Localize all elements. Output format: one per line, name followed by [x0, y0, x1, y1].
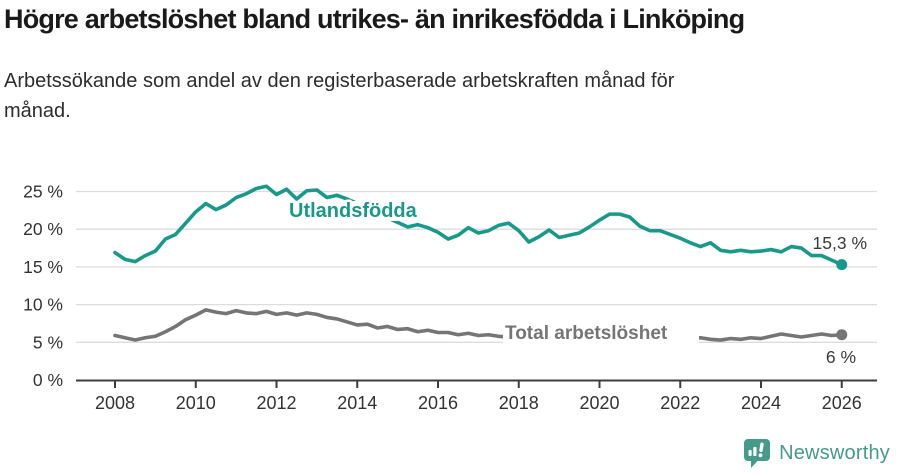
x-tick-label-2008: 2008 — [95, 393, 135, 413]
newsworthy-brand-name: Newsworthy — [779, 442, 890, 464]
x-tick-label-2012: 2012 — [256, 393, 296, 413]
x-tick-label-2022: 2022 — [660, 393, 700, 413]
series-label-halo — [287, 201, 435, 221]
series-label-halo — [503, 324, 699, 344]
y-tick-label-0: 0 % — [33, 370, 63, 390]
series-line-utlandsfodda — [113, 184, 844, 267]
y-tick-label-20: 20 % — [23, 219, 63, 239]
series-name-label-utlandsfodda: Utlandsfödda — [289, 200, 418, 222]
y-tick-label-10: 10 % — [23, 295, 63, 315]
y-tick-label-25: 25 % — [23, 182, 63, 202]
x-tick-label-2018: 2018 — [499, 393, 539, 413]
series-name-label-total: Total arbetslöshet — [505, 323, 668, 344]
y-tick-label-15: 15 % — [23, 257, 63, 277]
x-tick-label-2026: 2026 — [822, 393, 862, 413]
x-tick-label-2014: 2014 — [337, 393, 377, 413]
series-end-dot-utlandsfodda — [836, 259, 848, 271]
newsworthy-logo-icon — [744, 439, 771, 468]
series-end-value-label-utlandsfodda: 15,3 % — [813, 233, 867, 253]
newsworthy-branding: Newsworthy — [744, 439, 890, 468]
x-tick-label-2016: 2016 — [418, 393, 458, 413]
x-tick-label-2024: 2024 — [741, 393, 781, 413]
bar-chart-bar-small — [748, 450, 752, 456]
x-tick-label-2010: 2010 — [176, 393, 216, 413]
bar-chart-bar-tall — [753, 447, 757, 456]
exclamation-mark — [758, 442, 764, 458]
y-tick-label-5: 5 % — [33, 332, 63, 352]
series-end-dot-total — [836, 329, 848, 341]
x-tick-label-2020: 2020 — [579, 393, 619, 413]
chart-subtitle-line1: Arbetssökande som andel av den registerb… — [4, 70, 675, 92]
series-line-total — [113, 308, 844, 342]
chart-title: Högre arbetslöshet bland utrikes- än inr… — [4, 4, 745, 34]
series-end-value-label-total: 6 % — [826, 347, 856, 367]
speech-bubble-shape — [744, 439, 771, 468]
chart-subtitle-line2: månad. — [4, 100, 71, 122]
chart-subtitle: Arbetssökande som andel av den registerb… — [4, 66, 674, 126]
